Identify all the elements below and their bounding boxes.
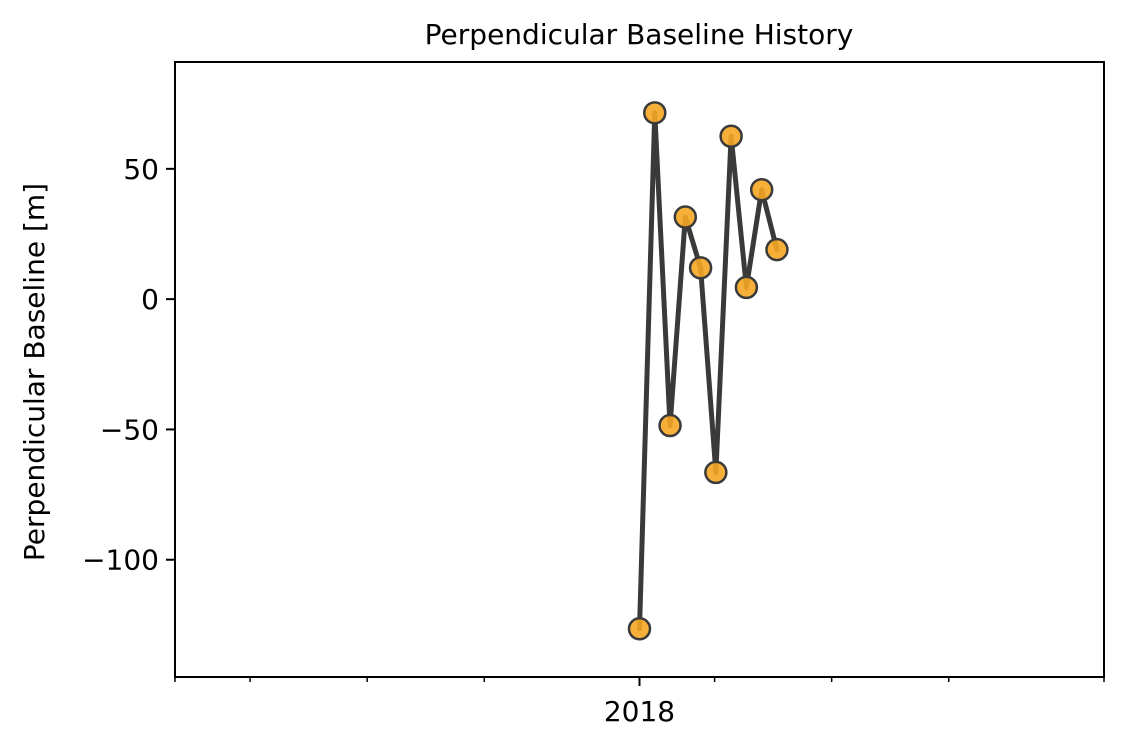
series-line bbox=[637, 110, 780, 632]
data-point bbox=[673, 205, 698, 229]
y-tick-label: −50 bbox=[100, 413, 159, 446]
y-tick-label: −100 bbox=[82, 544, 159, 577]
y-axis-label: Perpendicular Baseline [m] bbox=[18, 183, 51, 561]
y-tick-label: 0 bbox=[141, 283, 159, 316]
plot-frame bbox=[174, 61, 1105, 678]
data-point bbox=[734, 275, 759, 300]
data-point bbox=[765, 237, 789, 262]
y-tick-label: 50 bbox=[123, 153, 159, 186]
data-point bbox=[643, 101, 667, 125]
data-point bbox=[627, 617, 652, 641]
data-point bbox=[749, 177, 774, 202]
data-point bbox=[719, 124, 743, 149]
x-tick-label: 2018 bbox=[604, 695, 675, 728]
chart-title: Perpendicular Baseline History bbox=[425, 18, 854, 51]
axes: −100 −50 0 50 2018 bbox=[82, 153, 1105, 728]
data-point bbox=[658, 413, 682, 438]
series-layer bbox=[627, 101, 789, 641]
data-point bbox=[688, 256, 713, 280]
data-point bbox=[704, 460, 728, 485]
